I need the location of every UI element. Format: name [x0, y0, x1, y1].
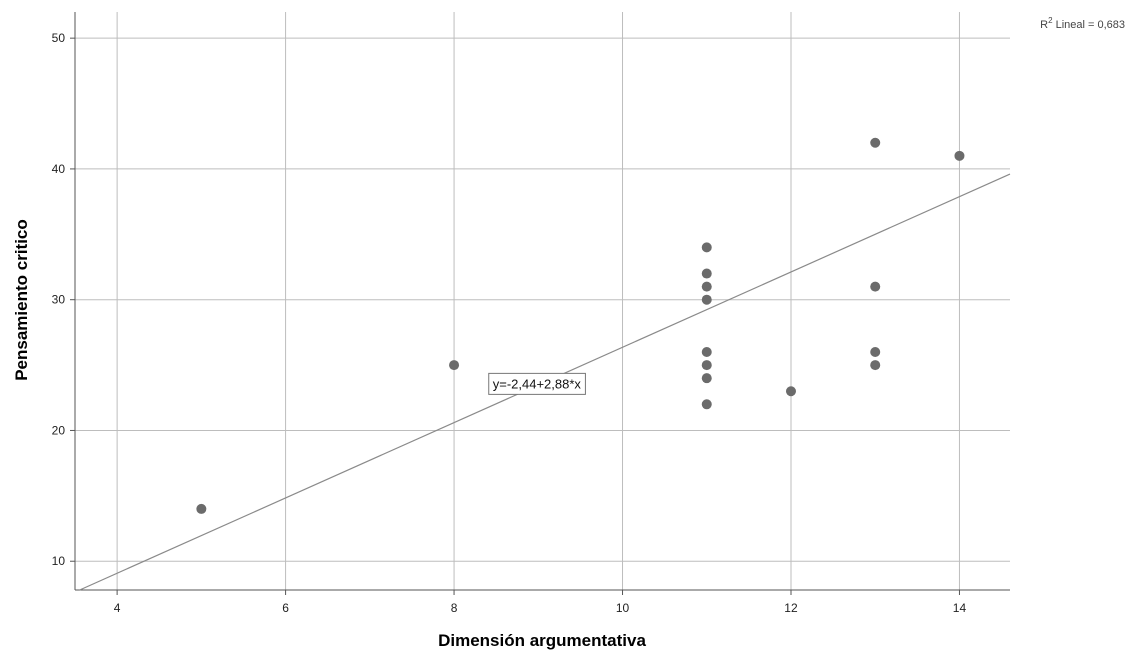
y-tick-label: 40 — [52, 162, 66, 176]
data-point — [701, 373, 712, 384]
x-tick-label: 6 — [282, 601, 289, 615]
x-tick-label: 14 — [953, 601, 967, 615]
x-axis-title: Dimensión argumentativa — [438, 631, 646, 650]
r-squared-value: Lineal = 0,683 — [1053, 19, 1125, 31]
x-tick-label: 8 — [451, 601, 458, 615]
data-point — [701, 399, 712, 410]
data-point — [701, 268, 712, 279]
fit-equation-box: y=-2,44+2,88*x — [488, 372, 586, 395]
grid-layer — [75, 12, 1010, 590]
y-tick-label: 30 — [52, 293, 66, 307]
y-axis-title: Pensamiento critico — [12, 219, 31, 381]
data-point — [870, 281, 881, 292]
data-point — [196, 503, 207, 514]
axis-layer — [70, 12, 1010, 595]
data-point — [701, 281, 712, 292]
x-tick-label: 4 — [114, 601, 121, 615]
data-point — [701, 347, 712, 357]
r-squared-label: R2 Lineal = 0,683 — [1040, 16, 1125, 31]
data-point — [701, 242, 712, 253]
points-layer — [196, 137, 965, 514]
y-tick-label: 50 — [52, 31, 66, 45]
data-point — [449, 360, 460, 371]
label-layer: 4 6 8 10 12 14 10 20 30 40 50 — [52, 31, 967, 615]
data-point — [954, 150, 965, 161]
y-tick-label: 10 — [52, 554, 66, 568]
data-point — [785, 386, 796, 397]
data-point — [870, 360, 881, 371]
data-point — [701, 294, 712, 305]
r-squared-prefix: R — [1040, 19, 1048, 31]
fit-equation-frame — [488, 372, 586, 395]
data-point — [701, 360, 712, 371]
fit-equation-label: y=-2,44+2,88*x — [493, 376, 582, 391]
data-point — [870, 347, 881, 357]
data-point — [870, 137, 881, 148]
y-tick-label: 20 — [52, 423, 66, 437]
x-tick-label: 12 — [784, 601, 798, 615]
r-squared-superscript: 2 — [1048, 16, 1053, 25]
x-tick-label: 10 — [616, 601, 630, 615]
